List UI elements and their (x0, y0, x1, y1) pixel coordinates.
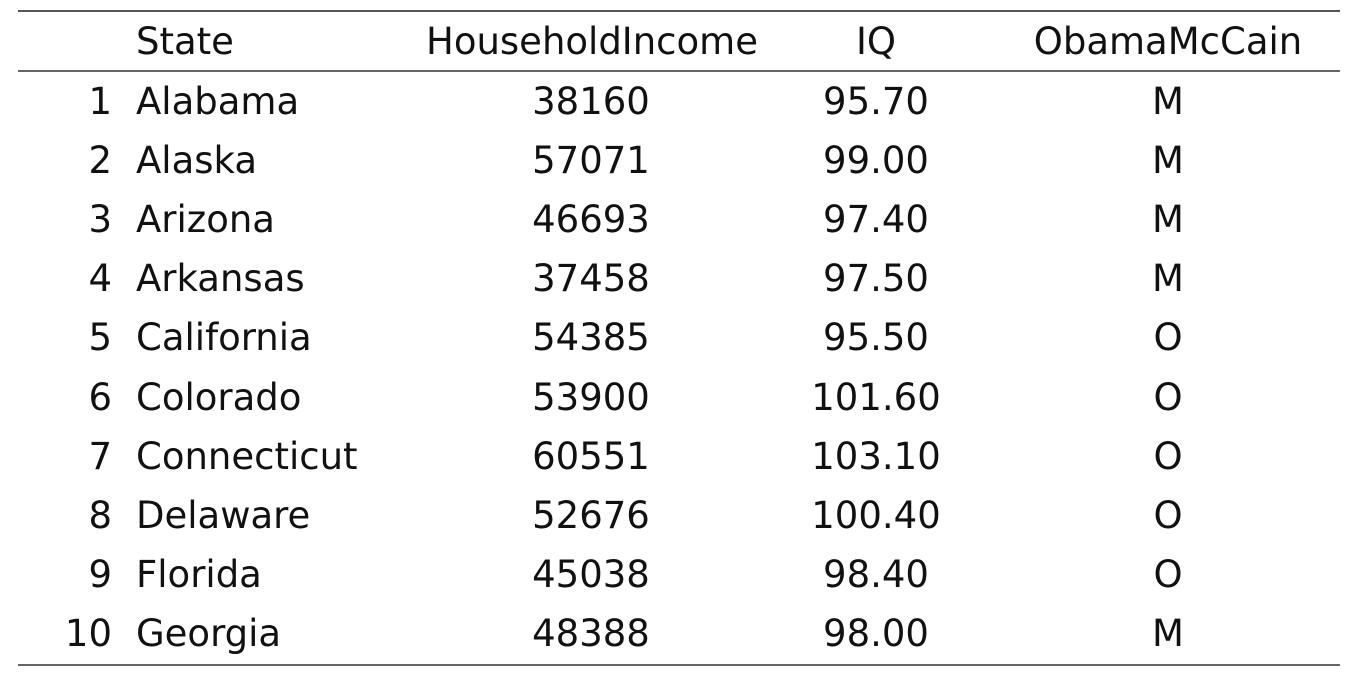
household-income-cell: 45038 (532, 553, 650, 597)
state-cell: Alaska (136, 138, 257, 182)
obama-mccain-cell: M (1152, 138, 1184, 182)
state-cell: Georgia (136, 612, 282, 656)
state-cell: Florida (136, 553, 262, 597)
household-income-cell: 46693 (532, 197, 650, 241)
obama-mccain-cell: O (1153, 553, 1183, 597)
iq-cell: 98.00 (823, 612, 929, 656)
header-household-income: HouseholdIncome (426, 20, 758, 63)
data-table: State HouseholdIncome IQ ObamaMcCain 1 Al… (18, 10, 1340, 666)
iq-cell: 98.40 (823, 553, 929, 597)
table-row: 6 Colorado 53900 101.60 O (18, 368, 1340, 427)
iq-cell: 95.50 (823, 316, 929, 360)
table-header: State HouseholdIncome IQ ObamaMcCain (18, 11, 1340, 71)
iq-cell: 103.10 (811, 434, 941, 478)
obama-mccain-cell: O (1153, 434, 1183, 478)
header-obama-mccain: ObamaMcCain (1033, 20, 1303, 63)
row-index-cell: 7 (88, 434, 112, 478)
table-row: 2 Alaska 57071 99.00 M (18, 131, 1340, 190)
row-index-cell: 5 (88, 316, 112, 360)
header-state: State (136, 20, 234, 63)
iq-cell: 101.60 (811, 375, 941, 419)
obama-mccain-cell: O (1153, 375, 1183, 419)
row-index-cell: 2 (88, 138, 112, 182)
data-table-container: State HouseholdIncome IQ ObamaMcCain 1 Al… (18, 10, 1340, 666)
household-income-cell: 57071 (532, 138, 650, 182)
table-row: 3 Arizona 46693 97.40 M (18, 190, 1340, 249)
household-income-cell: 54385 (532, 316, 650, 360)
state-cell: California (136, 316, 312, 360)
state-cell: Arkansas (136, 257, 305, 301)
row-index-cell: 3 (88, 197, 112, 241)
iq-cell: 95.70 (823, 79, 929, 123)
iq-cell: 99.00 (823, 138, 929, 182)
obama-mccain-cell: M (1152, 197, 1184, 241)
table-row: 7 Connecticut 60551 103.10 O (18, 427, 1340, 486)
state-cell: Colorado (136, 375, 302, 419)
household-income-cell: 52676 (532, 493, 650, 537)
row-index-cell: 6 (88, 375, 112, 419)
row-index-cell: 1 (88, 79, 112, 123)
iq-cell: 97.40 (823, 197, 929, 241)
obama-mccain-cell: M (1152, 257, 1184, 301)
obama-mccain-cell: O (1153, 493, 1183, 537)
header-iq: IQ (855, 20, 897, 63)
obama-mccain-cell: M (1152, 612, 1184, 656)
state-cell: Delaware (136, 493, 311, 537)
household-income-cell: 48388 (532, 612, 650, 656)
state-cell: Connecticut (136, 434, 358, 478)
table-row: 9 Florida 45038 98.40 O (18, 546, 1340, 605)
iq-cell: 97.50 (823, 257, 929, 301)
table-body: 1 Alabama 38160 95.70 M 2 Alaska 57071 99.00 M 3 Ar… (18, 71, 1340, 665)
table-row: 1 Alabama 38160 95.70 M (18, 71, 1340, 131)
household-income-cell: 37458 (532, 257, 650, 301)
table-row: 4 Arkansas 37458 97.50 M (18, 250, 1340, 309)
state-cell: Alabama (136, 79, 300, 123)
table-row: 10 Georgia 48388 98.00 M (18, 605, 1340, 665)
state-cell: Arizona (136, 197, 275, 241)
household-income-cell: 38160 (532, 79, 650, 123)
header-row: State HouseholdIncome IQ ObamaMcCain (18, 11, 1340, 71)
household-income-cell: 60551 (532, 434, 650, 478)
obama-mccain-cell: O (1153, 316, 1183, 360)
obama-mccain-cell: M (1152, 79, 1184, 123)
header-index (18, 11, 126, 71)
row-index-cell: 9 (88, 553, 112, 597)
row-index-cell: 8 (88, 493, 112, 537)
household-income-cell: 53900 (532, 375, 650, 419)
table-row: 5 California 54385 95.50 O (18, 309, 1340, 368)
row-index-cell: 4 (88, 257, 112, 301)
table-row: 8 Delaware 52676 100.40 O (18, 486, 1340, 545)
iq-cell: 100.40 (811, 493, 941, 537)
row-index-cell: 10 (64, 612, 112, 656)
